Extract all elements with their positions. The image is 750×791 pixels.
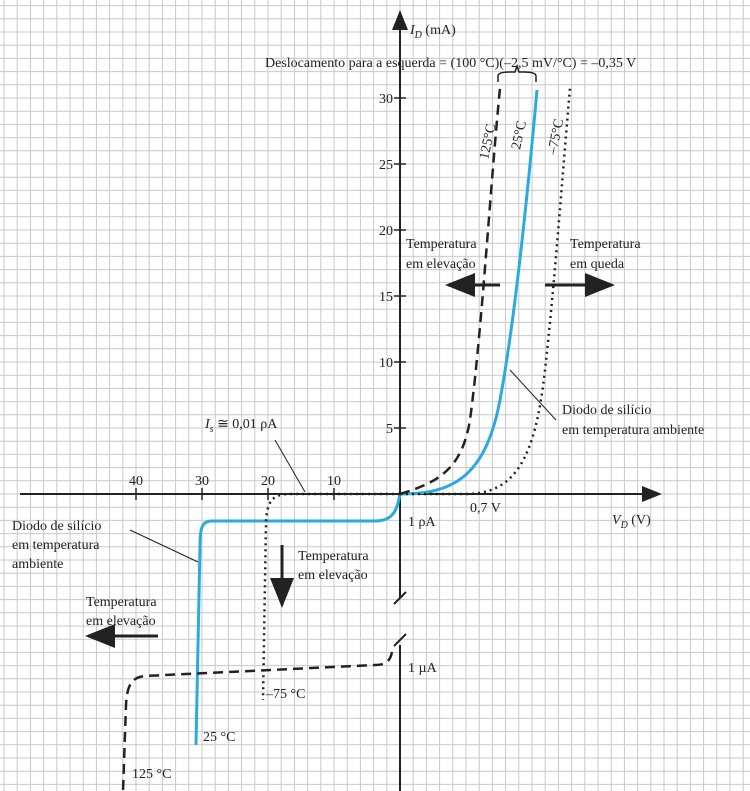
annotation: Temperatura xyxy=(406,237,477,252)
leader-saturation xyxy=(274,439,306,493)
y-tick-label: 30 xyxy=(379,92,393,107)
annotation: em temperatura xyxy=(12,538,100,553)
annotation: Temperatura xyxy=(570,237,641,252)
curve-label: –75 °C xyxy=(265,687,305,702)
x-tick-label: 30 xyxy=(195,474,209,489)
axis-break xyxy=(393,591,407,647)
curve-label: 125 °C xyxy=(132,767,171,782)
leader-diode-left xyxy=(129,529,199,563)
annotation: Temperatura xyxy=(86,595,157,610)
y-tick-label: 20 xyxy=(379,224,393,239)
leader-diode-right xyxy=(509,369,557,421)
annotation: 1 µA xyxy=(408,661,438,676)
subscript: s xyxy=(210,424,214,435)
y-tick-label: 5 xyxy=(386,422,393,437)
y-axis-label: ID (mA) xyxy=(409,23,456,41)
annotation: 1 ρA xyxy=(408,515,436,530)
annotation: em elevação xyxy=(406,257,476,272)
annotation: Diodo de silício xyxy=(12,519,101,534)
curve-label: 125°C xyxy=(477,123,499,161)
x-axis-label: VD (V) xyxy=(612,513,651,531)
curve-125c-forward xyxy=(399,87,502,496)
symbol: V xyxy=(612,513,622,528)
shift-bracket xyxy=(497,63,537,82)
annotation: ambiente xyxy=(12,557,63,572)
curve-label: 25°C xyxy=(509,119,530,150)
curve-label: 25 °C xyxy=(203,730,235,745)
subscript: D xyxy=(620,520,629,531)
annotation: em elevação xyxy=(298,568,368,583)
annotation: em temperatura ambiente xyxy=(562,423,704,438)
labels: ID (mA)VD (V)Deslocamento para a esquerd… xyxy=(12,23,704,782)
annotation: em elevação xyxy=(86,614,156,629)
shift-note: Deslocamento para a esquerda = (100 °C)(… xyxy=(265,56,636,71)
x-tick-label: 40 xyxy=(129,474,143,489)
subscript: D xyxy=(414,30,423,41)
y-tick-label: 25 xyxy=(379,158,393,173)
y-tick-label: 10 xyxy=(379,356,393,371)
annotation: Temperatura xyxy=(298,549,369,564)
annotation: Diodo de silício xyxy=(562,403,651,418)
symbol: I xyxy=(409,23,416,38)
x-tick-label: 10 xyxy=(327,474,341,489)
symbol: I xyxy=(204,417,211,432)
curve-125c-reverse xyxy=(121,651,394,791)
unit: (mA) xyxy=(422,23,456,38)
text: ≅ 0,01 ρA xyxy=(214,417,279,432)
curve-m75c-forward xyxy=(400,87,572,496)
y-tick-label: 15 xyxy=(379,290,393,305)
annotation: 0,7 V xyxy=(470,501,501,516)
curve-25c-forward xyxy=(399,89,539,496)
curve-25c-reverse xyxy=(194,493,402,746)
unit: (V) xyxy=(628,513,651,528)
annotation: em queda xyxy=(570,257,625,272)
saturation-label: Is ≅ 0,01 ρA xyxy=(204,417,278,435)
x-tick-label: 20 xyxy=(261,474,275,489)
